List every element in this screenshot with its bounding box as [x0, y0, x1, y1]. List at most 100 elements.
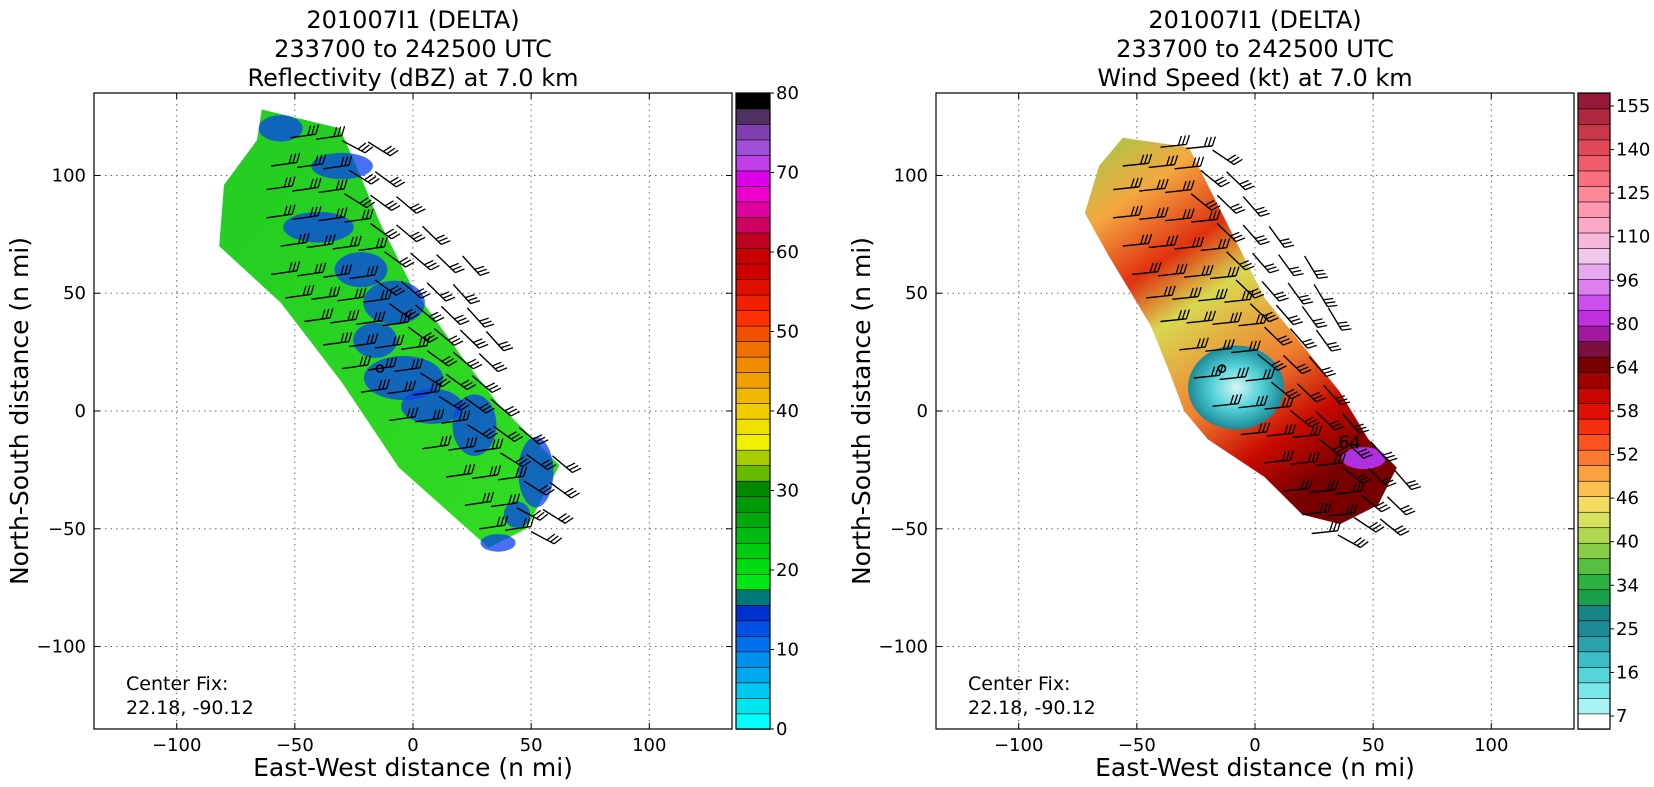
wind-barb [1341, 466, 1372, 485]
wind-barb [1226, 251, 1255, 271]
wind-barb [422, 225, 451, 245]
wind-barb [440, 305, 470, 326]
wind-barb [394, 358, 424, 373]
colorbar-segment [1577, 263, 1611, 280]
colorbar-segment [735, 464, 771, 482]
colorbar-segment [1577, 651, 1611, 668]
wind-barb [1327, 307, 1352, 331]
wind-barb [1205, 338, 1235, 352]
wind-barb [485, 330, 514, 352]
colorbar-tick-label: 20 [776, 560, 799, 581]
x-tick-label: −100 [994, 735, 1043, 756]
wind-barb [332, 235, 362, 250]
wind-barb [1328, 503, 1358, 517]
center-fix-label: Center Fix: [126, 673, 228, 695]
colorbar-tick-label: 52 [1616, 445, 1639, 466]
wind-barb [1212, 312, 1243, 325]
x-tick-label: 0 [1249, 735, 1260, 756]
colorbar-segment [735, 511, 771, 529]
wind-barb [349, 333, 379, 348]
colorbar-tick-label: 10 [776, 640, 799, 661]
colorbar-tick-label: 30 [776, 481, 799, 502]
wind-barb [388, 303, 420, 320]
wind-barb [271, 261, 301, 276]
wind-barb [407, 326, 439, 343]
colorbar-segment [735, 340, 771, 358]
wind-speed-swath [1084, 137, 1397, 525]
colorbar-segment [735, 170, 771, 187]
colorbar-segment [1577, 620, 1611, 637]
reflectivity-patch [518, 437, 554, 508]
colorbar-segment [1577, 604, 1611, 622]
wind-barb [297, 154, 327, 169]
wind-barb [448, 436, 478, 451]
wind-barb [375, 334, 405, 349]
wind-barb [1219, 367, 1250, 381]
wind-barb [1238, 313, 1269, 327]
colorbar-segment [735, 92, 771, 110]
wind-barb [349, 265, 379, 280]
y-tick-label: −50 [890, 519, 928, 540]
colorbar-segment [1577, 201, 1611, 218]
y-axis-label: North-South distance (n mi) [847, 237, 876, 585]
wind-barb [367, 141, 399, 157]
wind-barb [1238, 395, 1269, 409]
wind-barb [464, 397, 495, 414]
wind-barb [1264, 396, 1295, 410]
colorbar-segment [1577, 170, 1611, 187]
colorbar-segment [1577, 464, 1611, 482]
x-tick-label: 50 [520, 735, 543, 756]
wind-barb [344, 193, 376, 209]
wind-barb [292, 177, 322, 192]
wind-barb [1212, 149, 1243, 166]
wind-barb [1393, 469, 1422, 491]
x-tick-label: −50 [276, 735, 314, 756]
wind-barb [1266, 423, 1297, 437]
wind-barb [479, 515, 509, 530]
wind-barb [1256, 353, 1287, 371]
wind-barb [1160, 309, 1191, 323]
wind-barb [426, 350, 458, 367]
colorbar-segment [1577, 666, 1611, 684]
y-axis-label: North-South distance (n mi) [5, 237, 34, 585]
reflectivity-patch [452, 394, 497, 456]
colorbar-segment [1577, 185, 1611, 203]
colorbar-tick-label: 70 [776, 163, 799, 184]
wind-barb [316, 125, 346, 140]
colorbar-segment [1577, 294, 1611, 311]
y-tick-labels: −100 −50 0 50 100 [37, 165, 86, 657]
wind-barb [1271, 381, 1301, 400]
panel-1-title-line-3: Reflectivity (dBZ) at 7.0 km [248, 64, 579, 92]
colorbar-segment [735, 713, 771, 730]
wind-barb [1165, 180, 1195, 194]
wind-barb [414, 304, 445, 323]
colorbar-segment [735, 527, 771, 544]
wind-barb [400, 280, 431, 299]
y-tick-label: 100 [894, 165, 928, 186]
colorbar-segment [1577, 232, 1611, 249]
colorbar-segment [1577, 527, 1611, 544]
y-tick-label: 50 [63, 283, 86, 304]
wind-barb [436, 254, 465, 274]
colorbar-segment [735, 325, 771, 342]
panel-2-title-line-3: Wind Speed (kt) at 7.0 km [1097, 64, 1412, 92]
wind-barb [323, 155, 353, 170]
wind-barb [318, 207, 348, 222]
colorbar-segment [735, 558, 771, 575]
wind-barb [492, 425, 524, 442]
wind-barb [1303, 255, 1328, 279]
center-fix-marker [1217, 364, 1227, 373]
colorbar-segment [1577, 573, 1611, 591]
colorbar-tick-labels: 0 10 20 30 40 50 60 70 80 [770, 83, 799, 740]
wind-barb [360, 378, 391, 393]
colorbar-segment [1577, 402, 1611, 420]
wind-barb [1386, 496, 1416, 516]
wind-barb [1302, 502, 1332, 516]
wind-barb [1264, 326, 1293, 346]
wind-barb [1335, 481, 1365, 495]
wind-barb [1367, 467, 1397, 488]
wind-barb [337, 287, 367, 302]
reflectivity-patch [283, 211, 354, 243]
wind-barb [374, 171, 406, 188]
